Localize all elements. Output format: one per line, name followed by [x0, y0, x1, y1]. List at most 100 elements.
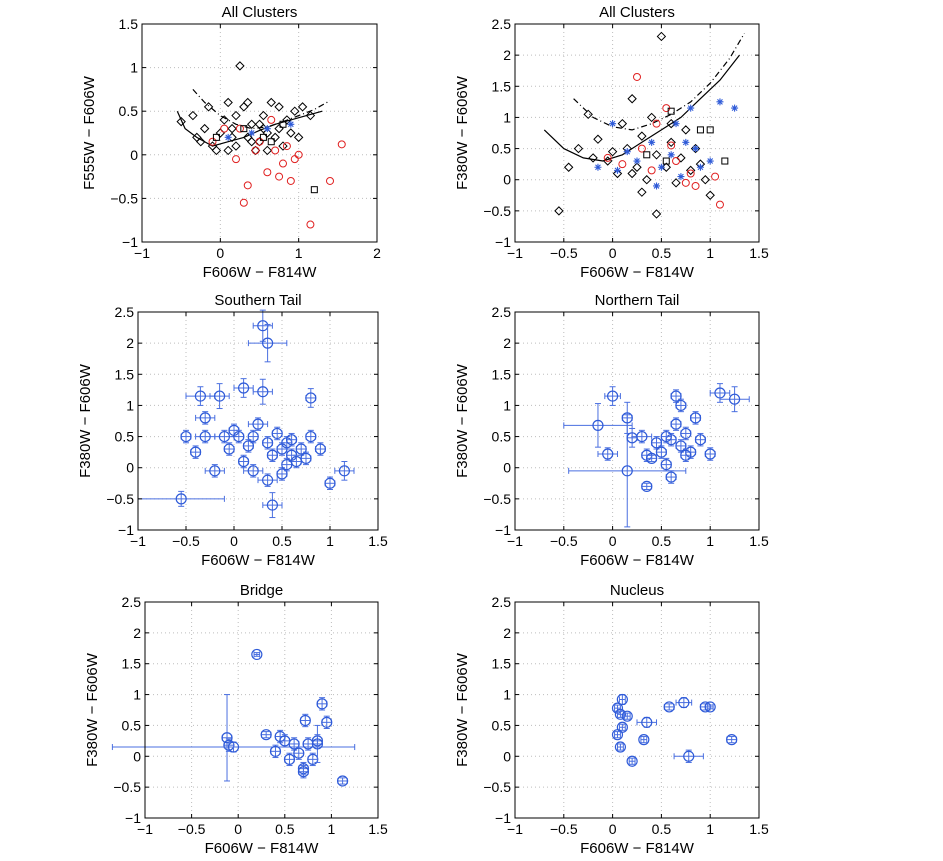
y-tick-label: 0	[130, 147, 138, 163]
data-point	[266, 97, 276, 108]
data-point	[721, 157, 729, 165]
x-tick-label: −1	[134, 245, 150, 261]
data-point	[288, 738, 300, 750]
data-point	[324, 477, 336, 489]
y-tick-label: −0.5	[106, 491, 134, 507]
x-tick-label: −1	[507, 533, 523, 549]
data-point	[275, 172, 284, 181]
data-point	[675, 399, 687, 412]
data-point	[667, 107, 675, 115]
data-point	[211, 145, 222, 156]
y-tick-label: 1.5	[492, 656, 512, 672]
y-tick-label: 0	[126, 460, 134, 476]
y-tick-label: −1	[495, 234, 511, 250]
y-tick-label: 2.5	[492, 594, 512, 610]
data-point	[690, 143, 701, 154]
x-tick-label: −1	[507, 821, 523, 837]
data-point	[651, 150, 662, 160]
data-point	[691, 181, 700, 190]
y-axis-label: F555W − F606W	[81, 75, 98, 190]
data-point	[227, 123, 237, 134]
y-axis-label: F380W − F606W	[454, 75, 471, 190]
data-point	[638, 734, 650, 746]
y-tick-label: 0	[503, 748, 511, 764]
x-tick-label: 1	[706, 533, 714, 549]
data-point	[220, 124, 229, 133]
y-tick-label: 1.5	[122, 656, 142, 672]
data-point	[621, 465, 633, 477]
x-tick-label: 0.5	[275, 821, 295, 837]
data-point	[246, 119, 257, 129]
data-point	[554, 206, 564, 216]
data-point	[704, 701, 716, 713]
data-point	[594, 163, 602, 171]
data-point	[224, 133, 232, 141]
data-point	[680, 427, 692, 440]
data-point	[314, 443, 326, 455]
data-point	[250, 145, 261, 156]
y-tick-label: 1	[130, 60, 138, 76]
x-tick-label: 1	[706, 245, 714, 261]
x-tick-label: −1	[130, 533, 146, 549]
data-point	[683, 750, 695, 762]
data-point	[726, 734, 738, 746]
data-point	[242, 440, 254, 452]
data-point	[208, 137, 217, 146]
data-point	[247, 430, 259, 443]
data-point	[682, 138, 690, 146]
data-point	[196, 137, 206, 147]
axes-box	[137, 311, 379, 531]
x-tick-label: 0.5	[652, 245, 672, 261]
y-tick-label: 0.5	[492, 429, 512, 445]
y-tick-label: −1	[125, 810, 141, 826]
y-tick-label: 0.5	[492, 141, 512, 157]
data-point	[306, 220, 315, 229]
data-point	[254, 119, 265, 129]
data-point	[563, 162, 574, 172]
data-point	[675, 440, 687, 452]
data-point	[305, 392, 317, 404]
data-point	[705, 190, 715, 200]
y-tick-label: 1	[503, 687, 511, 703]
data-point	[672, 120, 680, 128]
panel-title: Bridge	[240, 582, 283, 599]
data-point	[665, 471, 677, 483]
data-point	[676, 153, 686, 163]
y-tick-label: 2.5	[115, 304, 135, 320]
data-point	[199, 123, 210, 134]
data-point	[293, 747, 305, 759]
data-point	[685, 165, 696, 176]
data-point	[660, 430, 672, 443]
y-tick-label: 0	[503, 172, 511, 188]
data-point	[337, 140, 346, 149]
x-tick-label: 0	[609, 245, 617, 261]
data-point	[672, 157, 681, 166]
data-point	[262, 474, 274, 486]
data-point	[286, 434, 298, 446]
data-point	[706, 126, 714, 134]
data-point	[716, 98, 724, 106]
data-point	[295, 443, 307, 455]
y-tick-label: 2.5	[122, 594, 142, 610]
data-point	[646, 452, 658, 464]
data-point	[656, 31, 667, 42]
y-axis-label: F380W − F606W	[84, 652, 101, 767]
x-tick-label: 1	[706, 821, 714, 837]
data-point	[194, 390, 206, 402]
data-point	[704, 448, 716, 460]
y-tick-label: 0.5	[119, 103, 139, 119]
data-point	[636, 430, 648, 443]
data-point	[287, 120, 295, 128]
data-point	[573, 143, 584, 154]
panel-title: Nucleus	[610, 582, 664, 599]
data-point	[651, 209, 662, 219]
x-tick-label: 0	[230, 533, 238, 549]
x-axis-label: F606W − F814W	[201, 552, 316, 569]
model-curve	[543, 54, 740, 162]
data-point	[235, 124, 244, 133]
data-point	[687, 104, 695, 112]
data-point	[633, 72, 641, 81]
data-point	[655, 446, 668, 458]
data-point	[305, 110, 316, 121]
x-axis-label: F606W − F814W	[203, 264, 318, 281]
